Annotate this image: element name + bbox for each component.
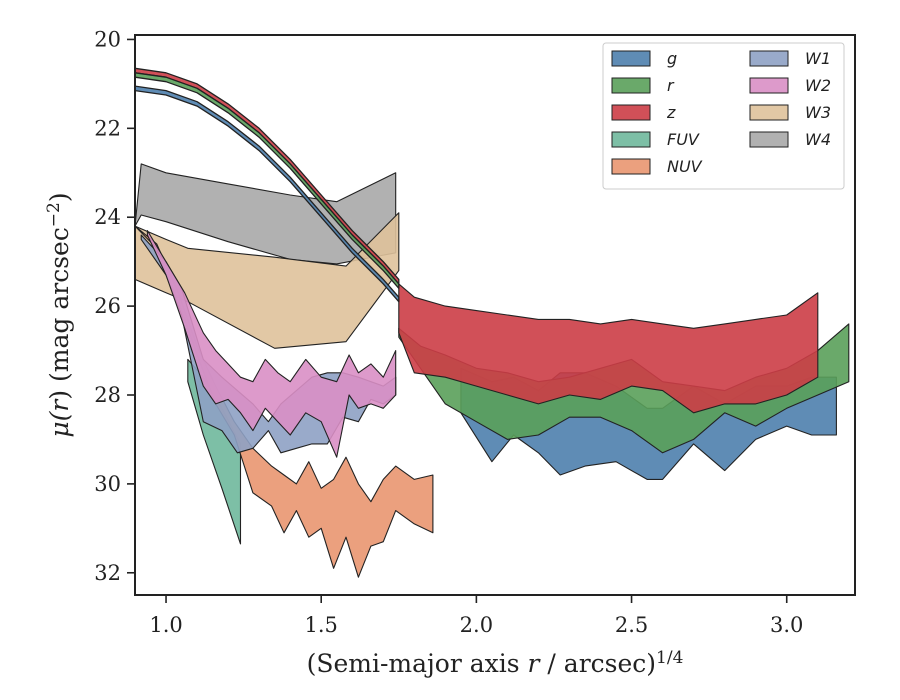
legend-swatch-w3 xyxy=(749,104,789,121)
band-z xyxy=(398,283,819,414)
x-tick-label: 3.0 xyxy=(770,613,803,637)
legend-label-w3: W3 xyxy=(805,103,831,122)
legend-swatch-w1 xyxy=(749,50,789,67)
y-tick-label: 26 xyxy=(94,294,121,318)
x-tick-label: 1.5 xyxy=(305,613,338,637)
y-tick-label: 22 xyxy=(94,116,121,140)
plot-frame xyxy=(134,34,856,596)
band-w3 xyxy=(135,212,400,349)
legend-swatch-r xyxy=(611,77,651,94)
y-tick-label: 30 xyxy=(94,472,121,496)
legend-swatch-nuv xyxy=(611,158,651,175)
x-tick-label: 2.5 xyxy=(615,613,648,637)
legend: grz FUV NUV W1 W2 W3 W4 xyxy=(602,42,845,190)
legend-swatch-g xyxy=(611,50,651,67)
band-w2 xyxy=(146,230,397,458)
y-tick-label: 24 xyxy=(94,205,121,229)
y-axis: 20 22 24 26 28 30 32 xyxy=(94,27,135,585)
y-tick-label: 28 xyxy=(94,383,121,407)
profile-bands xyxy=(135,67,850,578)
inner-profile-g xyxy=(135,85,400,303)
x-tick-label: 2.0 xyxy=(460,613,493,637)
y-tick-label: 20 xyxy=(94,27,121,51)
legend-swatch-w2 xyxy=(749,77,789,94)
inner-profile-r xyxy=(135,72,400,289)
legend-label-z: z xyxy=(666,103,676,122)
legend-swatch-z xyxy=(611,104,651,121)
y-axis-title: μ(r) (mag arcsec−2) xyxy=(44,192,74,437)
legend-label-w1: W1 xyxy=(805,49,831,68)
band-w4 xyxy=(135,163,397,265)
legend-label-w4: W4 xyxy=(805,130,831,149)
legend-label-r: r xyxy=(667,76,675,95)
legend-label-g: g xyxy=(667,49,677,68)
y-tick-label: 32 xyxy=(94,561,121,585)
legend-label-w2: W2 xyxy=(805,76,831,95)
band-nuv xyxy=(135,225,434,578)
x-axis: 1.0 1.5 2.0 2.5 3.0 xyxy=(149,595,803,637)
legend-swatch-w4 xyxy=(749,131,789,148)
x-axis-title: (Semi-major axis r / arcsec)1/4 xyxy=(307,648,684,678)
legend-swatch-fuv xyxy=(611,131,651,148)
legend-label-nuv: NUV xyxy=(667,157,703,176)
x-tick-label: 1.0 xyxy=(149,613,182,637)
legend-label-fuv: FUV xyxy=(667,130,700,149)
